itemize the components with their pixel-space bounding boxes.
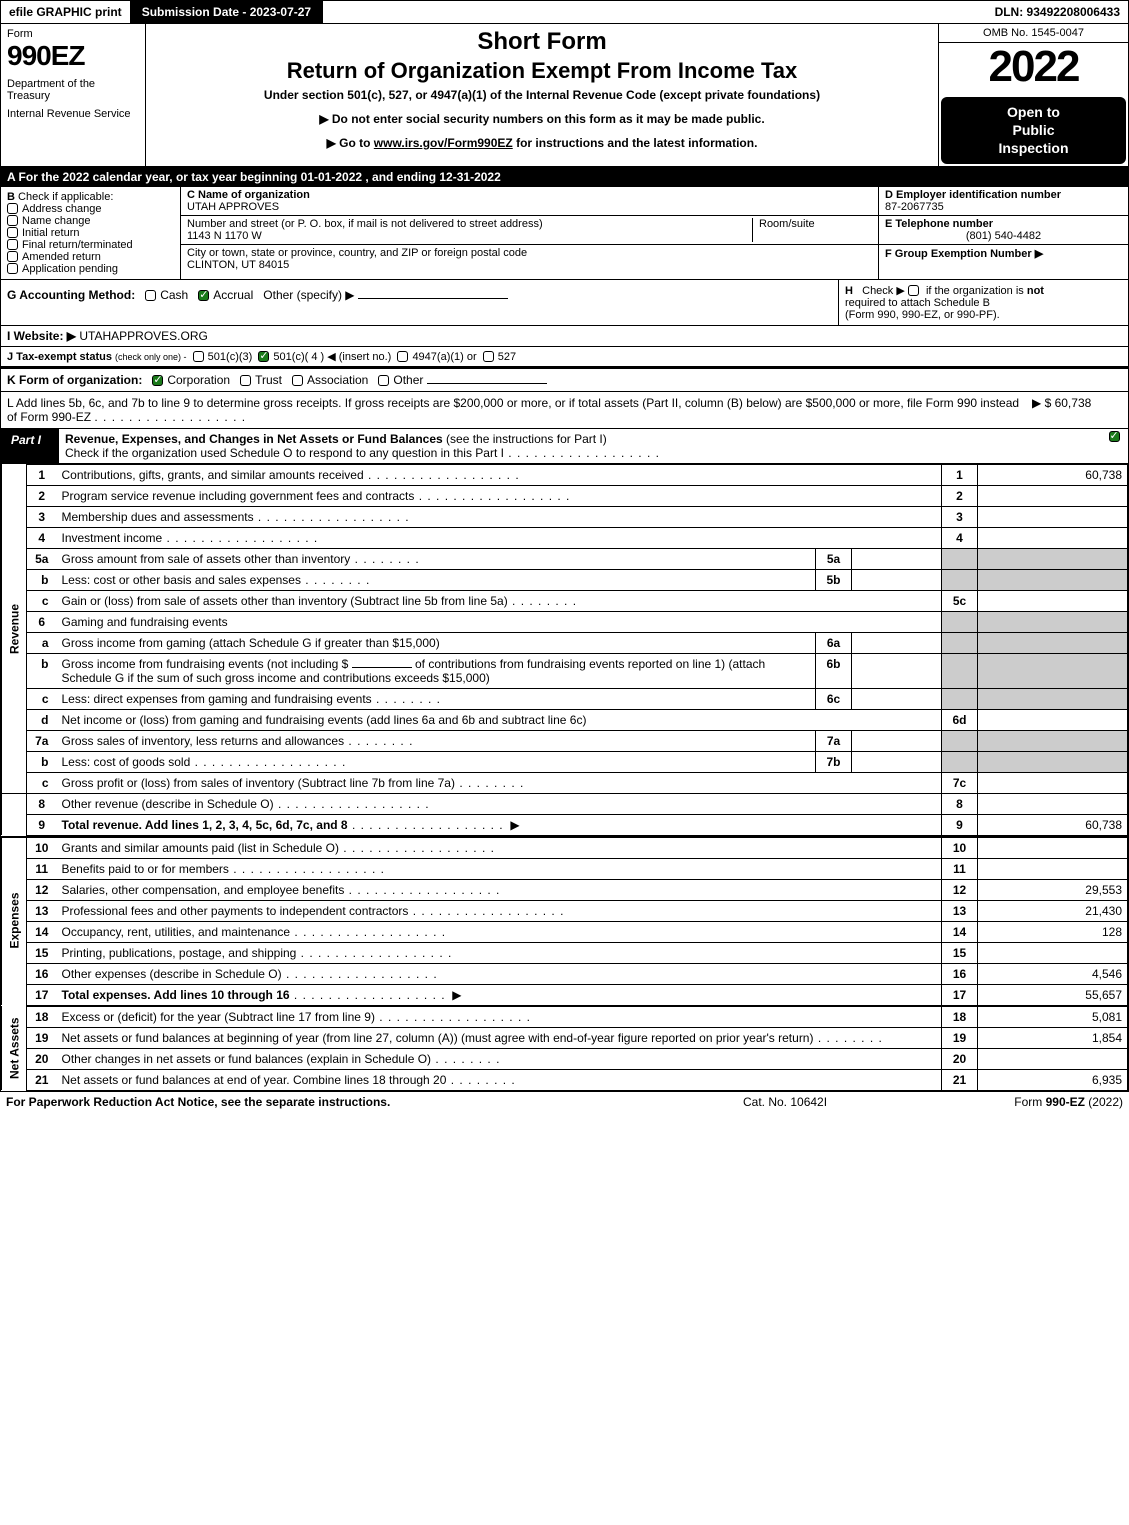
goto-post: for instructions and the latest informat…	[513, 136, 758, 150]
part-1-label: Part I	[1, 429, 59, 463]
line-10-value	[978, 837, 1128, 859]
opt-application-pending: Application pending	[22, 263, 118, 275]
line-20-value	[978, 1048, 1128, 1069]
efile-label: efile GRAPHIC print	[1, 1, 130, 23]
telephone: (801) 540-4482	[885, 230, 1122, 242]
checkbox-final-return[interactable]	[7, 239, 18, 250]
f-label: F Group Exemption Number ▶	[885, 248, 1043, 260]
line-7c-value	[978, 772, 1128, 793]
section-k: K Form of organization: Corporation Trus…	[1, 367, 1128, 392]
line-16-value: 4,546	[978, 963, 1128, 984]
page-footer: For Paperwork Reduction Act Notice, see …	[0, 1092, 1129, 1112]
return-title: Return of Organization Exempt From Incom…	[150, 58, 934, 84]
short-form-title: Short Form	[150, 28, 934, 56]
section-h: H Check ▶ if the organization is not req…	[838, 280, 1128, 325]
org-name: UTAH APPROVES	[187, 201, 872, 213]
e-label: E Telephone number	[885, 218, 993, 230]
checkbox-trust[interactable]	[240, 375, 251, 386]
section-g: G Accounting Method: Cash Accrual Other …	[1, 280, 838, 325]
line-2-value	[978, 485, 1128, 506]
org-street: 1143 N 1170 W	[187, 230, 262, 242]
cat-no: Cat. No. 10642I	[743, 1095, 943, 1109]
form-header: Form 990EZ Department of the Treasury In…	[0, 24, 1129, 167]
gross-receipts: $ 60,738	[1045, 396, 1092, 410]
checkbox-4947[interactable]	[397, 351, 408, 362]
line-4-value	[978, 527, 1128, 548]
section-i: I Website: ▶ UTAHAPPROVES.ORG	[1, 326, 1128, 347]
irs-label: Internal Revenue Service	[7, 108, 139, 120]
line-3-value	[978, 506, 1128, 527]
no-ssn: ▶ Do not enter social security numbers o…	[150, 112, 934, 126]
checkbox-other-org[interactable]	[378, 375, 389, 386]
form-ref: Form 990-EZ (2022)	[943, 1095, 1123, 1109]
omb-number: OMB No. 1545-0047	[939, 24, 1128, 43]
line-13-value: 21,430	[978, 900, 1128, 921]
line-14-value: 128	[978, 921, 1128, 942]
dln: DLN: 93492208006433	[987, 1, 1128, 23]
dept-treasury: Department of the Treasury	[7, 78, 139, 102]
line-21-value: 6,935	[978, 1069, 1128, 1090]
checkbox-527[interactable]	[483, 351, 494, 362]
goto-pre: ▶ Go to	[327, 136, 374, 150]
open-to-public: Open to Public Inspection	[941, 97, 1126, 164]
revenue-table: Revenue 1 Contributions, gifts, grants, …	[1, 464, 1128, 836]
line-9-value: 60,738	[978, 814, 1128, 835]
website: UTAHAPPROVES.ORG	[79, 329, 207, 343]
checkbox-corporation[interactable]	[152, 375, 163, 386]
line-15-value	[978, 942, 1128, 963]
form-word: Form	[7, 28, 139, 40]
line-6d-value	[978, 709, 1128, 730]
checkbox-association[interactable]	[292, 375, 303, 386]
paperwork-notice: For Paperwork Reduction Act Notice, see …	[6, 1095, 743, 1109]
opt-initial-return: Initial return	[22, 227, 79, 239]
opt-final-return: Final return/terminated	[22, 239, 133, 251]
checkbox-h[interactable]	[908, 285, 919, 296]
expenses-vlabel: Expenses	[2, 837, 27, 1006]
opt-name-change: Name change	[22, 215, 91, 227]
form-number: 990EZ	[7, 40, 139, 72]
checkbox-501c[interactable]	[258, 351, 269, 362]
c-room-label: Room/suite	[759, 218, 815, 230]
top-bar: efile GRAPHIC print Submission Date - 20…	[0, 0, 1129, 24]
c-city-label: City or town, state or province, country…	[187, 247, 872, 259]
checkbox-501c3[interactable]	[193, 351, 204, 362]
c-street-label: Number and street (or P. O. box, if mail…	[187, 218, 543, 230]
checkbox-amended-return[interactable]	[7, 251, 18, 262]
opt-amended-return: Amended return	[22, 251, 101, 263]
section-b: B Check if applicable: Address change Na…	[1, 187, 181, 279]
line-11-value	[978, 858, 1128, 879]
row-a: A For the 2022 calendar year, or tax yea…	[1, 167, 1128, 187]
goto-instructions: ▶ Go to www.irs.gov/Form990EZ for instru…	[150, 136, 934, 150]
section-l: L Add lines 5b, 6c, and 7b to line 9 to …	[1, 392, 1128, 429]
ein: 87-2067735	[885, 201, 944, 213]
line-19-value: 1,854	[978, 1027, 1128, 1048]
line-8-value	[978, 793, 1128, 814]
checkbox-name-change[interactable]	[7, 215, 18, 226]
net-assets-table: Net Assets 18 Excess or (deficit) for th…	[1, 1006, 1128, 1091]
netassets-vlabel: Net Assets	[2, 1006, 27, 1090]
checkbox-accrual[interactable]	[198, 290, 209, 301]
part-1-header: Part I Revenue, Expenses, and Changes in…	[1, 429, 1128, 464]
revenue-vlabel: Revenue	[2, 464, 27, 793]
line-1-value: 60,738	[978, 464, 1128, 485]
line-17-value: 55,657	[978, 984, 1128, 1005]
opt-address-change: Address change	[22, 203, 102, 215]
org-city: CLINTON, UT 84015	[187, 259, 872, 271]
expenses-table: Expenses 10 Grants and similar amounts p…	[1, 836, 1128, 1006]
section-j: J Tax-exempt status (check only one) - 5…	[1, 347, 1128, 367]
checkbox-address-change[interactable]	[7, 203, 18, 214]
under-section: Under section 501(c), 527, or 4947(a)(1)…	[150, 88, 934, 102]
checkbox-initial-return[interactable]	[7, 227, 18, 238]
checkbox-application-pending[interactable]	[7, 263, 18, 274]
line-5c-value	[978, 590, 1128, 611]
tax-year: 2022	[939, 43, 1128, 95]
c-name-label: C Name of organization	[187, 189, 872, 201]
line-18-value: 5,081	[978, 1006, 1128, 1027]
d-label: D Employer identification number	[885, 189, 1061, 201]
checkbox-cash[interactable]	[145, 290, 156, 301]
line-12-value: 29,553	[978, 879, 1128, 900]
goto-link[interactable]: www.irs.gov/Form990EZ	[374, 136, 513, 150]
submission-date: Submission Date - 2023-07-27	[130, 1, 323, 23]
checkbox-part1-schedule-o[interactable]	[1109, 431, 1120, 442]
